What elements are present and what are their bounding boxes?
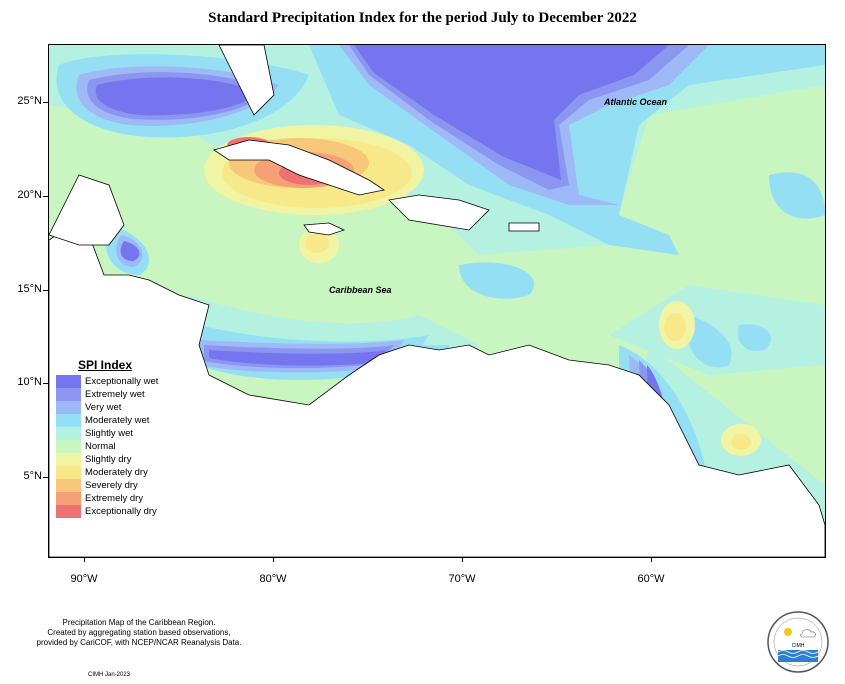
footnote-line: Precipitation Map of the Caribbean Regio… bbox=[62, 618, 216, 627]
lat-tick-label: 15°N bbox=[17, 283, 42, 295]
legend-item: Very wet bbox=[56, 401, 166, 414]
legend-item: Extremely dry bbox=[56, 492, 166, 505]
legend-swatch bbox=[56, 440, 81, 453]
credit-text: CIMH Jan-2023 bbox=[88, 672, 131, 678]
logo-text: CIMH bbox=[792, 643, 805, 649]
legend-label: Very wet bbox=[85, 402, 122, 413]
atlantic-label: Atlantic Ocean bbox=[603, 97, 668, 107]
legend-item: Normal bbox=[56, 440, 166, 453]
legend-label: Slightly dry bbox=[85, 454, 132, 465]
legend-item: Severely dry bbox=[56, 479, 166, 492]
spi-legend: SPI Index Exceptionally wet Extremely wet… bbox=[56, 358, 166, 518]
caribbean-label: Caribbean Sea bbox=[329, 285, 392, 295]
legend-swatch bbox=[56, 479, 81, 492]
legend-label: Normal bbox=[85, 441, 116, 452]
legend-swatch bbox=[56, 401, 81, 414]
lat-tick-label: 20°N bbox=[17, 189, 42, 201]
legend-item: Moderately wet bbox=[56, 414, 166, 427]
legend-swatch bbox=[56, 427, 81, 440]
legend-rows: Exceptionally wet Extremely wet Very wet Mo… bbox=[56, 375, 166, 518]
legend-item: Exceptionally dry bbox=[56, 505, 166, 518]
legend-label: Extremely dry bbox=[85, 493, 144, 504]
legend-swatch bbox=[56, 453, 81, 466]
legend-swatch bbox=[56, 375, 81, 388]
legend-label: Exceptionally wet bbox=[85, 376, 159, 387]
lon-tick-label: 90°W bbox=[70, 573, 98, 585]
legend-label: Moderately dry bbox=[85, 467, 148, 478]
map-title: Standard Precipitation Index for the per… bbox=[208, 10, 637, 26]
legend-title: SPI Index bbox=[78, 358, 133, 372]
footnote: Precipitation Map of the Caribbean Regio… bbox=[24, 618, 254, 648]
land-masses bbox=[49, 45, 825, 557]
legend-label: Slightly wet bbox=[85, 428, 134, 439]
footnote-line: Created by aggregating station based obs… bbox=[47, 628, 231, 637]
legend-label: Exceptionally dry bbox=[85, 506, 157, 517]
cloud-icon bbox=[800, 629, 816, 638]
legend-item: Slightly dry bbox=[56, 453, 166, 466]
legend-label: Extremely wet bbox=[85, 389, 145, 400]
footnote-line: provided by CariCOF, with NCEP/NCAR Rean… bbox=[36, 638, 242, 647]
cimh-logo: CIMH bbox=[767, 611, 829, 673]
legend-item: Moderately dry bbox=[56, 466, 166, 479]
sun-icon bbox=[784, 628, 792, 636]
legend-swatch bbox=[56, 492, 81, 505]
legend-item: Exceptionally wet bbox=[56, 375, 166, 388]
legend-swatch bbox=[56, 505, 81, 518]
lat-tick-label: 25°N bbox=[17, 95, 42, 107]
lat-tick-label: 5°N bbox=[23, 470, 42, 482]
lat-tick-label: 10°N bbox=[17, 376, 42, 388]
legend-label: Severely dry bbox=[85, 480, 138, 491]
legend-label: Moderately wet bbox=[85, 415, 150, 426]
legend-item: Extremely wet bbox=[56, 388, 166, 401]
lon-tick-label: 80°W bbox=[259, 573, 287, 585]
lon-tick-label: 60°W bbox=[637, 573, 665, 585]
spi-map: Atlantic Ocean Caribbean Sea bbox=[48, 44, 826, 558]
map-canvas: Atlantic Ocean Caribbean Sea bbox=[49, 45, 825, 557]
legend-swatch bbox=[56, 466, 81, 479]
legend-swatch bbox=[56, 414, 81, 427]
legend-item: Slightly wet bbox=[56, 427, 166, 440]
legend-swatch bbox=[56, 388, 81, 401]
lon-tick-label: 70°W bbox=[448, 573, 476, 585]
